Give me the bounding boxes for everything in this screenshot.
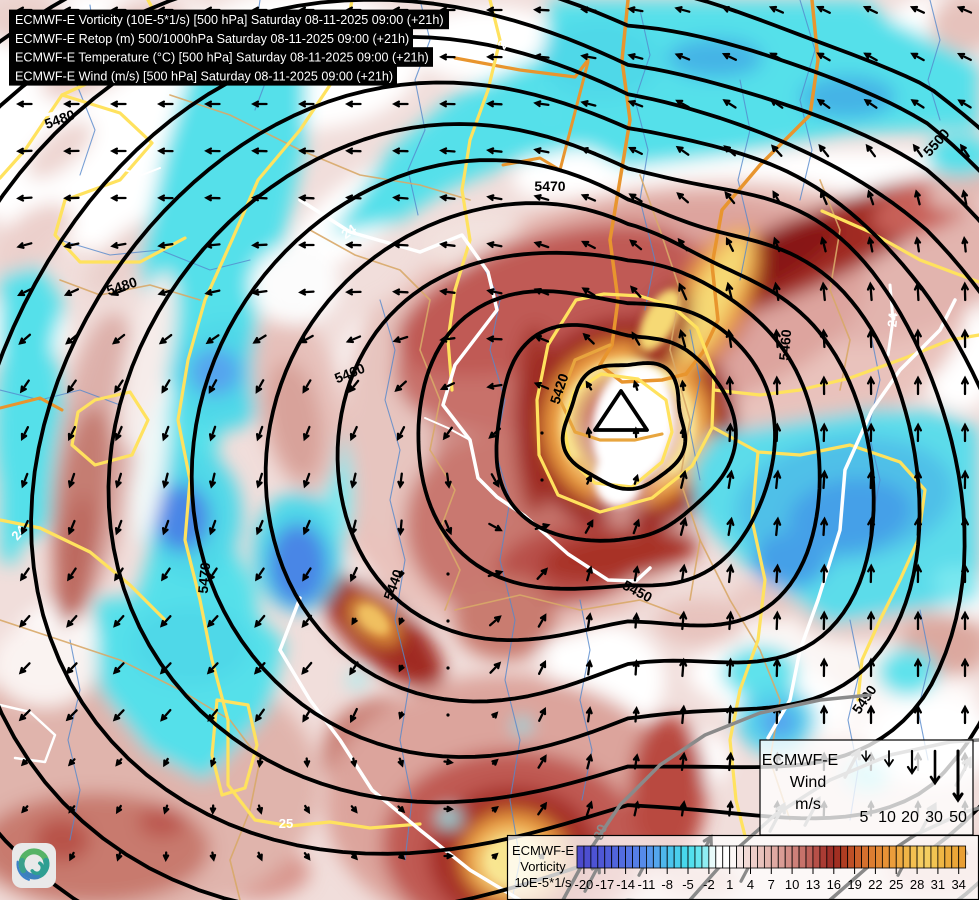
svg-text:50: 50 [949, 809, 967, 826]
svg-text:-2: -2 [703, 877, 715, 892]
svg-text:25: 25 [889, 877, 903, 892]
svg-text:-20: -20 [575, 877, 594, 892]
svg-text:10: 10 [878, 809, 896, 826]
svg-text:m/s: m/s [795, 796, 821, 813]
svg-text:10E-5*1/s: 10E-5*1/s [514, 875, 572, 890]
svg-text:4: 4 [747, 877, 754, 892]
svg-text:Vorticity: Vorticity [520, 859, 566, 874]
svg-text:16: 16 [827, 877, 841, 892]
svg-text:-8: -8 [661, 877, 673, 892]
svg-text:ECMWF-E Temperature (°C) [500: ECMWF-E Temperature (°C) [500 hPa] Satur… [15, 51, 429, 65]
svg-text:10: 10 [785, 877, 799, 892]
svg-text:-5: -5 [682, 877, 694, 892]
svg-text:26: 26 [494, 31, 515, 51]
svg-text:ECMWF-E: ECMWF-E [762, 752, 838, 769]
svg-text:ECMWF-E: ECMWF-E [512, 843, 574, 858]
svg-text:30: 30 [925, 809, 943, 826]
svg-text:22: 22 [868, 877, 882, 892]
svg-text:Wind: Wind [790, 774, 826, 791]
svg-text:-11: -11 [637, 877, 655, 892]
svg-text:24: 24 [884, 311, 900, 327]
svg-text:ECMWF-E Vorticity (10E-5*1/s): ECMWF-E Vorticity (10E-5*1/s) [500 hPa] … [15, 13, 444, 27]
svg-text:5470: 5470 [195, 561, 214, 594]
svg-text:19: 19 [847, 877, 861, 892]
svg-text:5: 5 [860, 809, 869, 826]
svg-text:5470: 5470 [534, 178, 565, 194]
svg-text:-17: -17 [595, 877, 614, 892]
svg-text:-14: -14 [616, 877, 635, 892]
svg-text:31: 31 [931, 877, 945, 892]
svg-text:34: 34 [951, 877, 965, 892]
svg-text:80: 80 [590, 822, 611, 843]
svg-text:1: 1 [726, 877, 733, 892]
svg-text:20: 20 [901, 809, 919, 826]
svg-text:7: 7 [768, 877, 775, 892]
svg-text:ECMWF-E Wind (m/s) [500 hPa] S: ECMWF-E Wind (m/s) [500 hPa] Saturday 08… [15, 69, 393, 83]
svg-text:ECMWF-E Retop (m) 500/1000hPa: ECMWF-E Retop (m) 500/1000hPa Saturday 0… [15, 32, 409, 46]
svg-text:25: 25 [279, 816, 293, 831]
svg-text:13: 13 [806, 877, 820, 892]
svg-text:28: 28 [910, 877, 924, 892]
